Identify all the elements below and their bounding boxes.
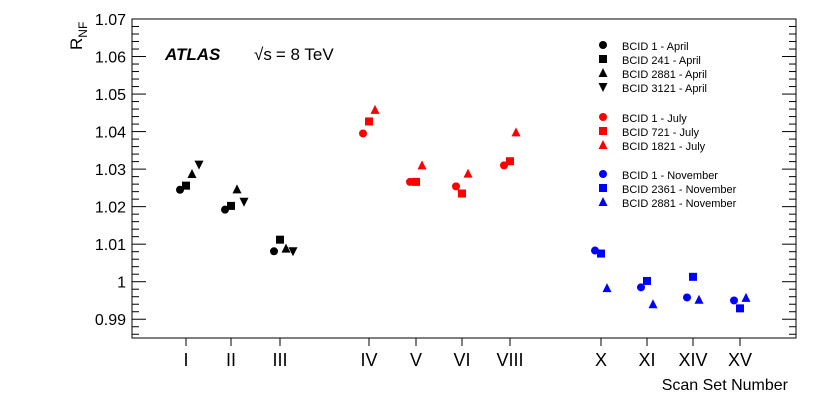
legend: BCID 1 - April BCID 241 - April BCID 2881 … bbox=[598, 41, 737, 210]
y-axis-title: RNF bbox=[67, 22, 90, 50]
legend-marker-bcid-1-november bbox=[599, 170, 607, 178]
x-tick-label-viii: VIII bbox=[496, 350, 523, 370]
point-bcid-721-july-v bbox=[412, 177, 420, 186]
legend-marker-bcid-721-july bbox=[599, 127, 607, 135]
legend-marker-bcid-1821-july bbox=[598, 140, 608, 149]
energy-sqrt-s: √s bbox=[254, 45, 272, 64]
point-bcid-1821-july-viii bbox=[511, 127, 521, 137]
y-axis-title-sub: NF bbox=[76, 22, 90, 38]
plot-frame bbox=[131, 18, 797, 339]
point-bcid-2881-november-xiv bbox=[694, 294, 704, 304]
y-axis: 0.99 1 1.01 1.02 1.03 1.04 1.05 1.06 1.07 bbox=[95, 12, 796, 335]
point-bcid-1821-july-iv bbox=[370, 104, 380, 114]
point-bcid-2881-november-x bbox=[602, 283, 612, 293]
x-tick-label-xiv: XIV bbox=[678, 350, 707, 370]
x-axis-title: Scan Set Number bbox=[662, 377, 789, 394]
y-tick-label: 1.01 bbox=[95, 237, 126, 254]
legend-marker-bcid-1-april bbox=[599, 41, 607, 49]
legend-label-bcid-2361-november: BCID 2361 - November bbox=[622, 184, 737, 196]
y-tick-label: 1.07 bbox=[95, 12, 126, 29]
point-bcid-2361-november-x bbox=[597, 249, 605, 258]
point-bcid-3121-april-i bbox=[194, 160, 204, 170]
energy-label: √s = 8 TeV bbox=[254, 45, 334, 64]
y-tick-label: 1.06 bbox=[95, 50, 126, 67]
legend-label-bcid-1-july: BCID 1 - July bbox=[622, 113, 687, 125]
point-bcid-2881-november-xi bbox=[648, 299, 658, 309]
point-bcid-721-july-vi bbox=[458, 189, 466, 198]
point-bcid-241-april-iii bbox=[276, 235, 284, 244]
legend-label-bcid-1821-july: BCID 1821 - July bbox=[622, 141, 706, 153]
legend-label-bcid-2881-november: BCID 2881 - November bbox=[622, 198, 737, 210]
y-tick-label: 1.05 bbox=[95, 87, 126, 104]
y-tick-label: 1.04 bbox=[95, 125, 126, 142]
legend-label-bcid-3121-april: BCID 3121 - April bbox=[622, 83, 707, 95]
x-tick-label-vi: VI bbox=[453, 350, 470, 370]
y-tick-label: 0.99 bbox=[95, 312, 126, 329]
point-bcid-1-july-vi bbox=[452, 182, 460, 191]
point-bcid-1-november-xv bbox=[730, 296, 738, 305]
point-bcid-241-april-i bbox=[182, 181, 190, 190]
y-axis-title-main: R bbox=[67, 38, 86, 50]
y-tick-label: 1.02 bbox=[95, 200, 126, 217]
energy-value: = 8 TeV bbox=[276, 45, 334, 64]
point-bcid-1-november-xi bbox=[637, 283, 645, 292]
point-bcid-721-july-viii bbox=[506, 157, 514, 166]
legend-marker-bcid-2361-november bbox=[599, 184, 607, 192]
point-bcid-1-april-iii bbox=[270, 247, 278, 256]
experiment-label: ATLAS bbox=[164, 45, 221, 64]
x-tick-label-ii: II bbox=[226, 350, 236, 370]
x-tick-label-iv: IV bbox=[360, 350, 377, 370]
data-points bbox=[176, 104, 751, 313]
point-bcid-1821-july-v bbox=[417, 160, 427, 170]
point-bcid-1-july-iv bbox=[359, 129, 367, 138]
legend-marker-bcid-2881-november bbox=[598, 197, 608, 206]
y-tick-label: 1.03 bbox=[95, 162, 126, 179]
point-bcid-1821-july-vi bbox=[463, 168, 473, 178]
point-bcid-2361-november-xv bbox=[736, 304, 744, 313]
point-bcid-2881-april-ii bbox=[232, 184, 242, 194]
point-bcid-2361-november-xi bbox=[643, 276, 651, 285]
legend-marker-bcid-1-july bbox=[599, 113, 607, 121]
legend-marker-bcid-2881-april bbox=[598, 68, 608, 77]
point-bcid-2881-april-iii bbox=[281, 243, 291, 253]
point-bcid-1-november-xiv bbox=[683, 293, 691, 302]
y-tick-label: 1 bbox=[117, 275, 126, 292]
point-bcid-3121-april-ii bbox=[239, 197, 249, 207]
point-bcid-2881-november-xv bbox=[741, 292, 751, 302]
x-tick-label-xi: XI bbox=[638, 350, 655, 370]
legend-label-bcid-721-july: BCID 721 - July bbox=[622, 127, 700, 139]
legend-label-bcid-241-april: BCID 241 - April bbox=[622, 55, 701, 67]
point-bcid-2361-november-xiv bbox=[689, 272, 697, 281]
x-tick-label-v: V bbox=[410, 350, 422, 370]
point-bcid-721-july-iv bbox=[365, 117, 373, 126]
point-bcid-241-april-ii bbox=[227, 201, 235, 210]
legend-marker-bcid-3121-april bbox=[598, 83, 608, 92]
legend-label-bcid-1-november: BCID 1 - November bbox=[622, 170, 718, 182]
x-axis: I II III IV V VI VIII X XI XIV XV bbox=[183, 338, 752, 370]
x-tick-label-i: I bbox=[183, 350, 188, 370]
x-tick-label-x: X bbox=[595, 350, 607, 370]
legend-label-bcid-1-april: BCID 1 - April bbox=[622, 41, 689, 53]
point-bcid-3121-april-iii bbox=[288, 247, 298, 257]
legend-marker-bcid-241-april bbox=[599, 55, 607, 63]
x-tick-label-iii: III bbox=[272, 350, 287, 370]
legend-label-bcid-2881-april: BCID 2881 - April bbox=[622, 69, 707, 81]
x-tick-label-xv: XV bbox=[728, 350, 752, 370]
point-bcid-2881-april-i bbox=[187, 168, 197, 178]
